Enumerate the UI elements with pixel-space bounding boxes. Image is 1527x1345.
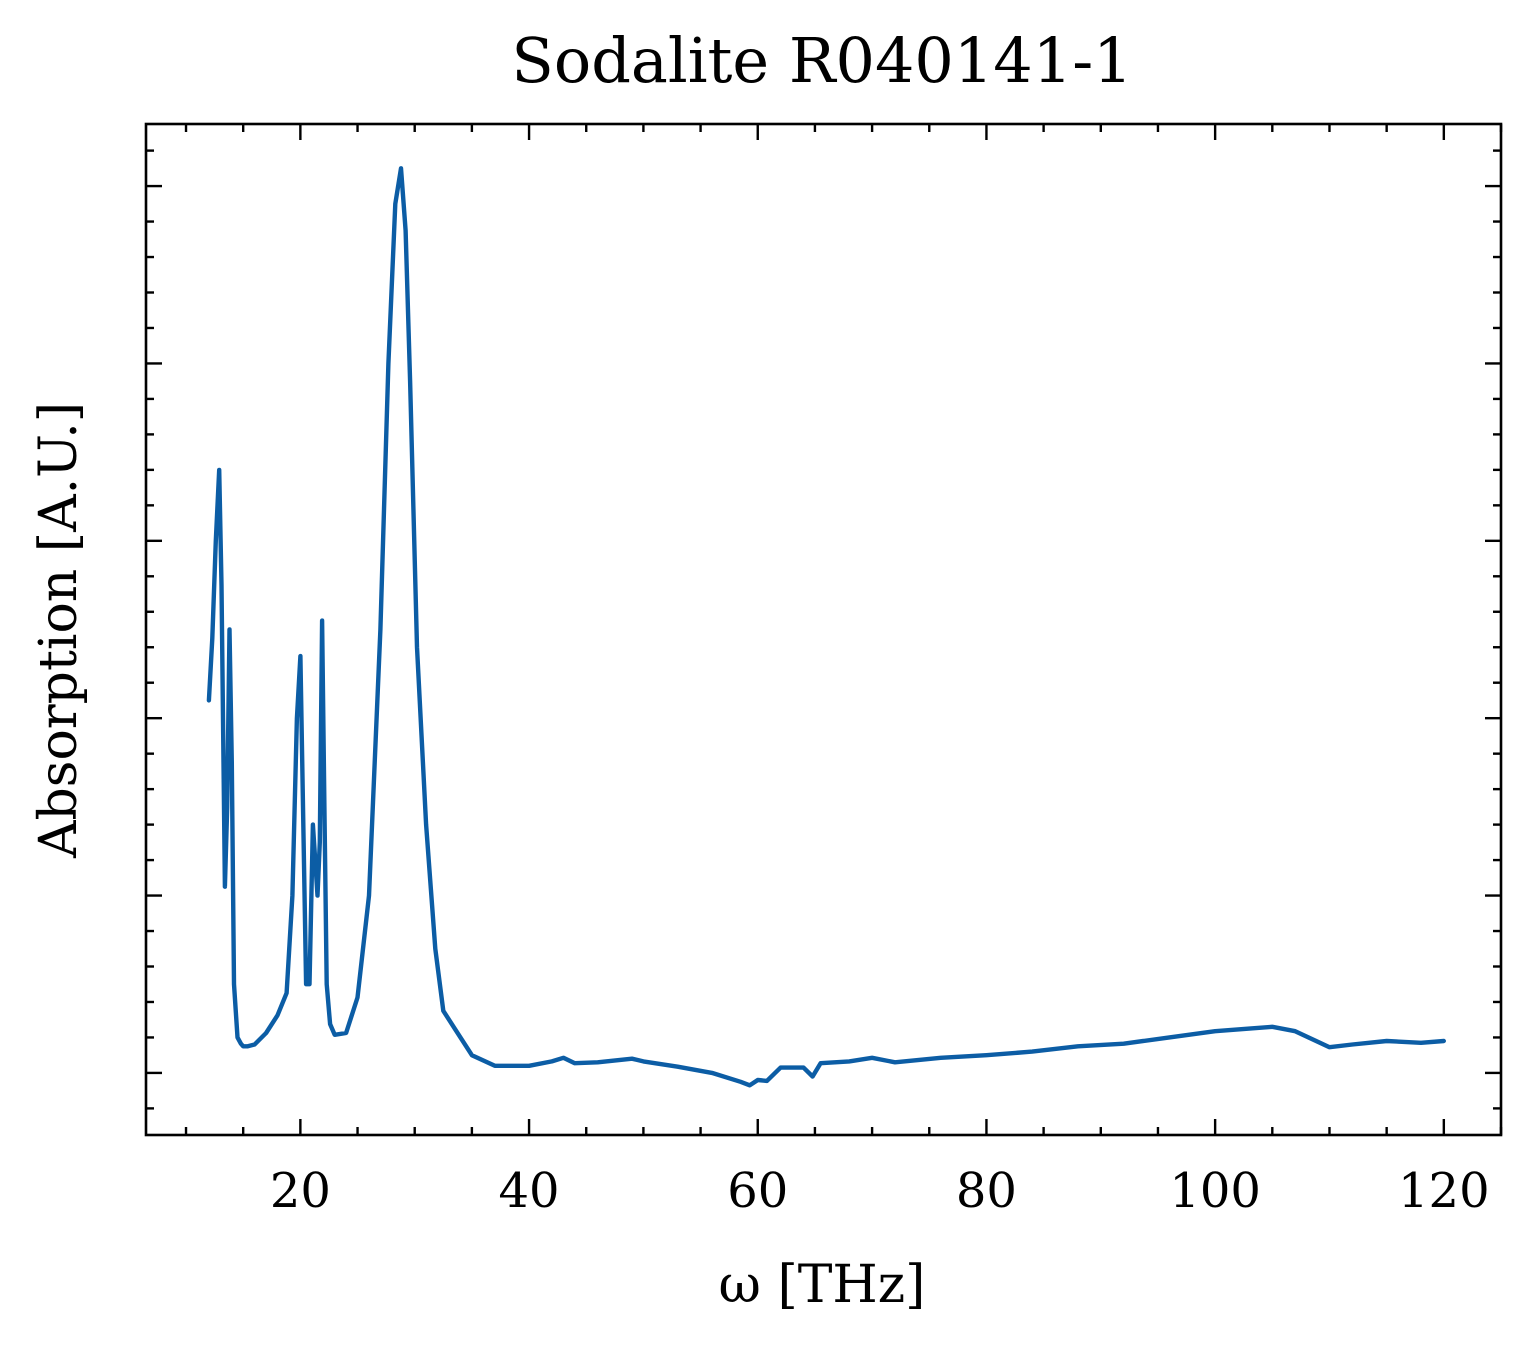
axes-frame: [144, 122, 1503, 1137]
x-tick-label: 20: [270, 1163, 331, 1219]
chart-title: Sodalite R040141-1: [511, 24, 1132, 97]
x-axis-label: ω [THz]: [719, 1255, 926, 1315]
x-tick-label: 80: [956, 1163, 1017, 1219]
x-tick-label: 60: [727, 1163, 788, 1219]
x-tick-label: 100: [1169, 1163, 1261, 1219]
x-tick-labels: 20 40 60 80 100 120: [270, 1163, 1490, 1219]
x-tick-label: 120: [1398, 1163, 1490, 1219]
axis-ticks: [146, 124, 1503, 1135]
y-axis-label: Absorption [A.U.]: [29, 402, 89, 859]
plot-area: [206, 166, 1447, 1088]
x-tick-label: 40: [499, 1163, 560, 1219]
series-line-absorption: [206, 166, 1447, 1088]
